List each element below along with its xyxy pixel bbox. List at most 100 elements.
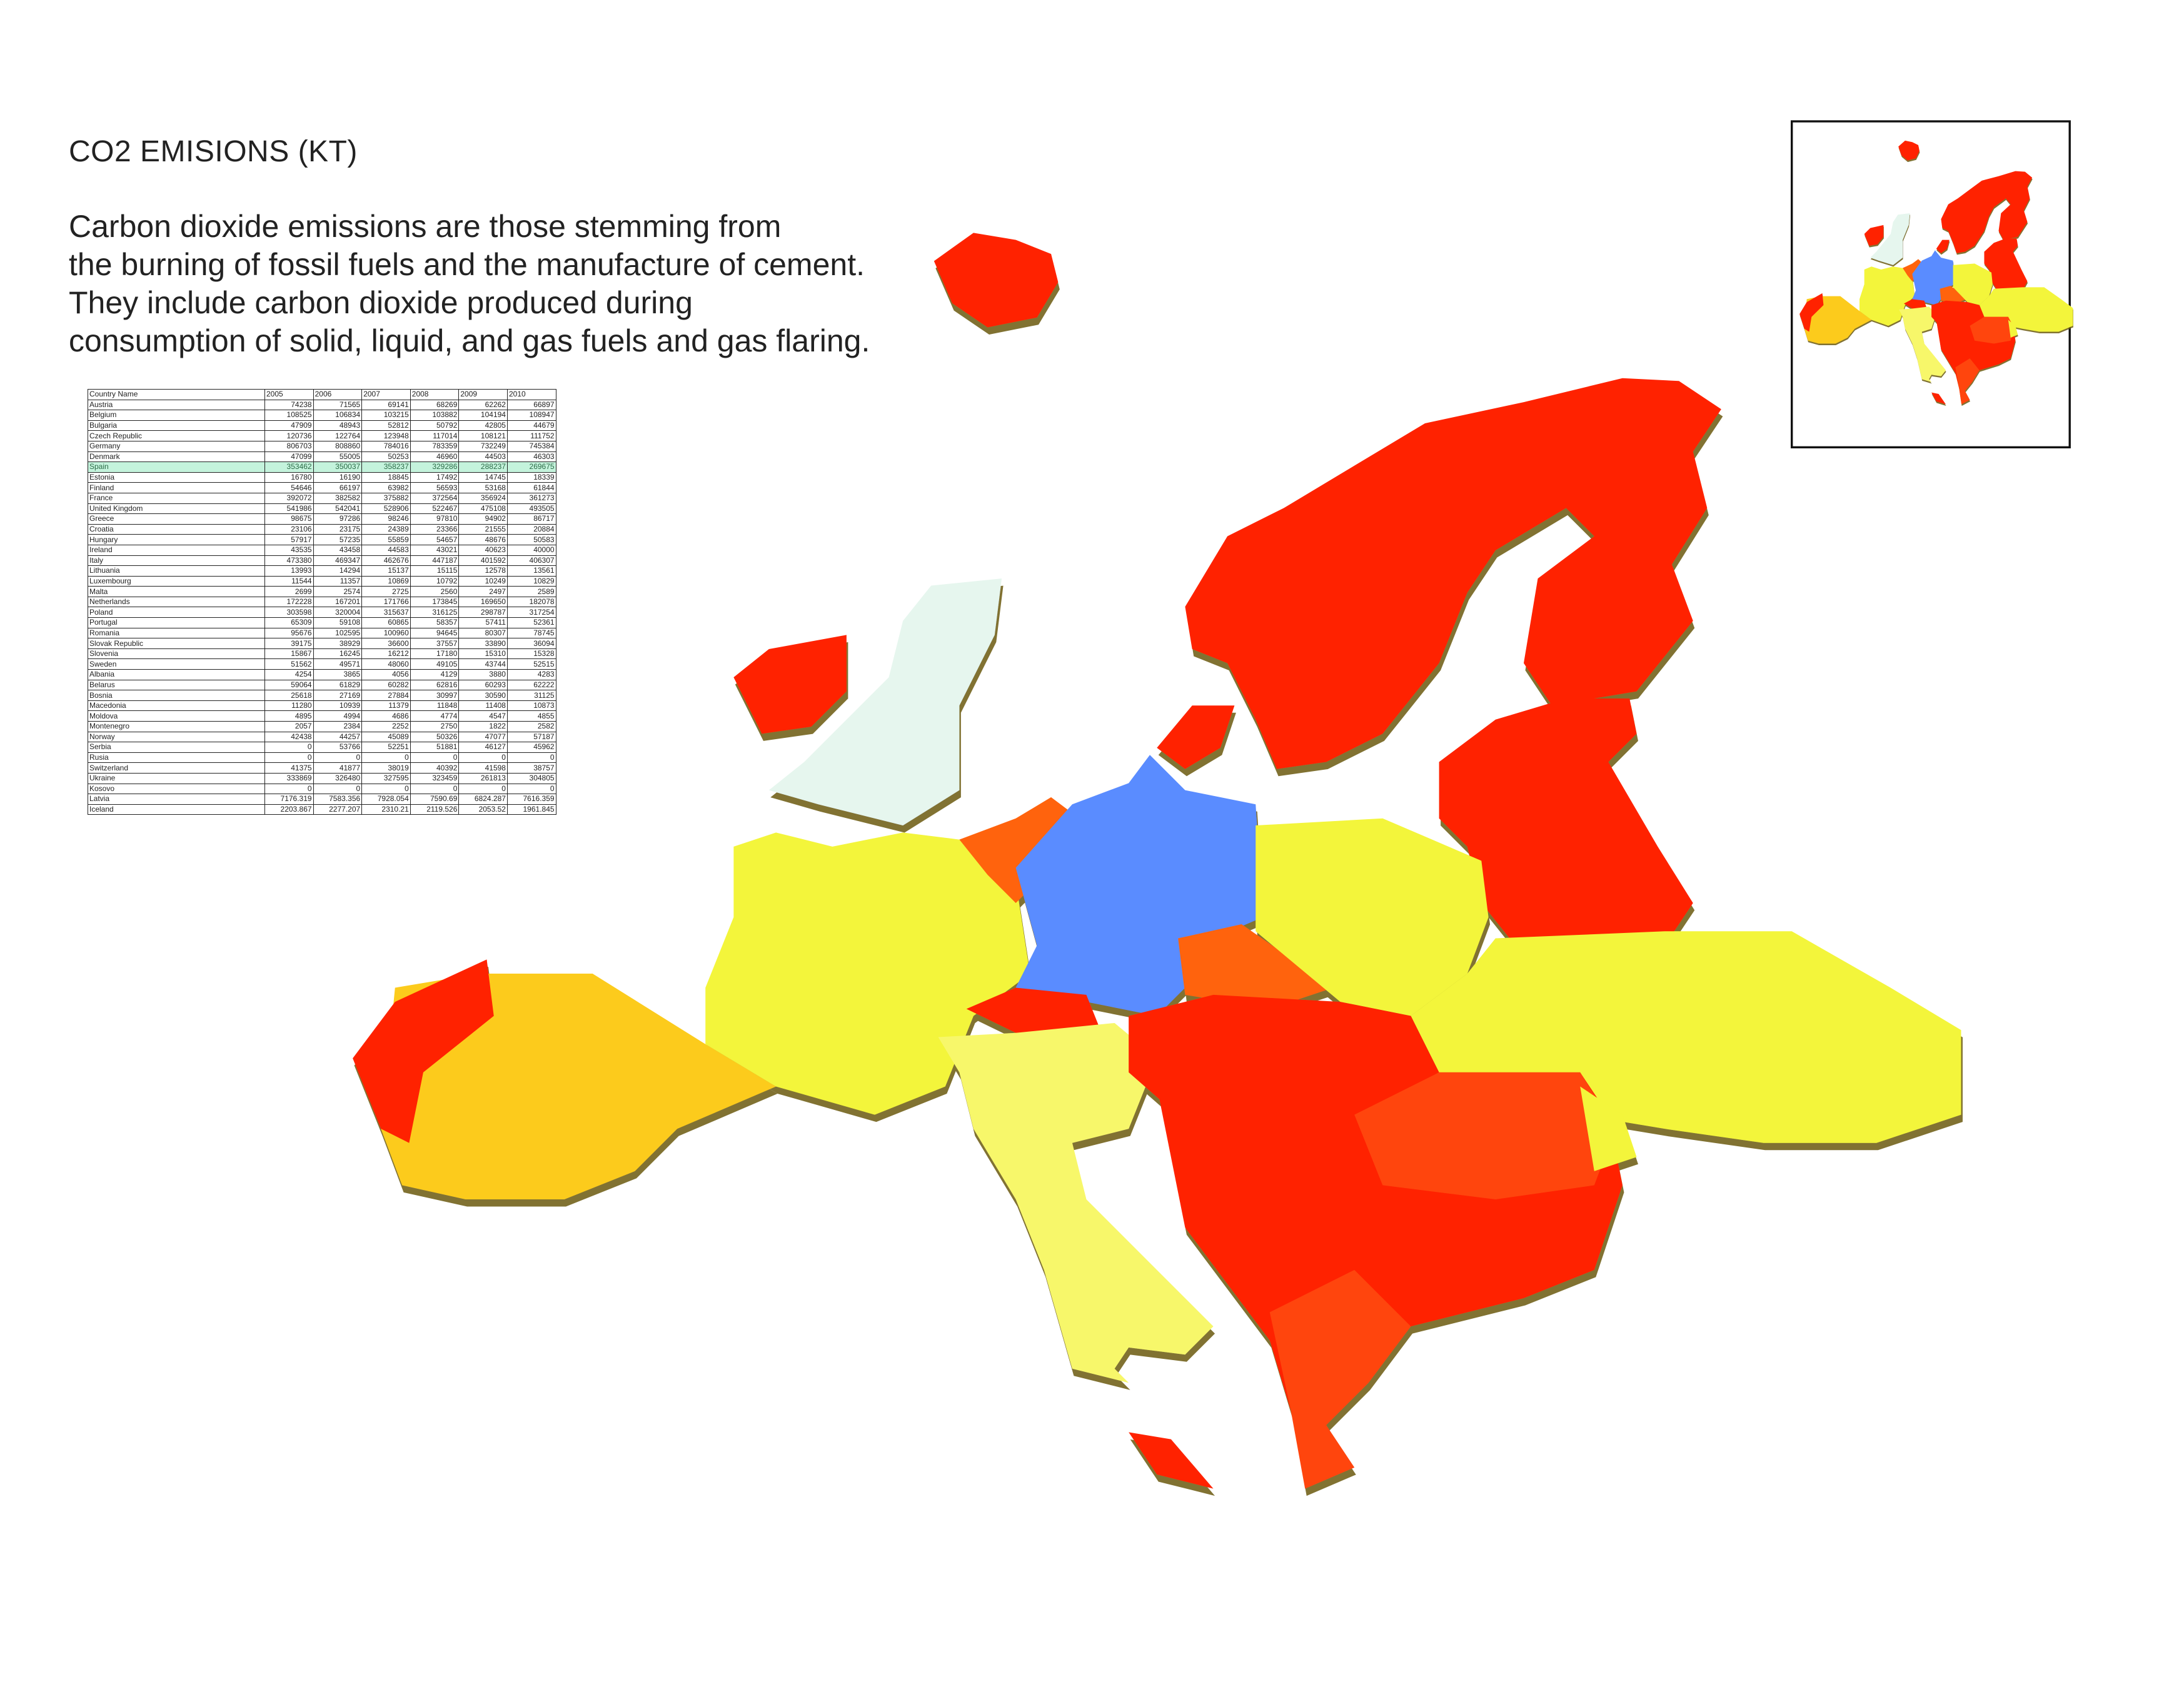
table-row: Macedonia 11280 10939 11379 11848 11408 10873 bbox=[88, 700, 556, 712]
emission-value-cell: 108947 bbox=[506, 410, 556, 421]
emission-value-cell: 56593 bbox=[410, 482, 460, 493]
emission-value-cell: 69141 bbox=[361, 399, 411, 411]
country-moldova[interactable] bbox=[1580, 1086, 1637, 1171]
emission-value-cell: 49105 bbox=[410, 658, 460, 670]
description-line: Carbon dioxide emissions are those stemm… bbox=[69, 209, 782, 244]
country-name-cell: Czech Republic bbox=[88, 430, 265, 441]
emission-value-cell: 542041 bbox=[313, 503, 363, 515]
emission-value-cell: 329286 bbox=[410, 461, 460, 473]
emission-value-cell: 36600 bbox=[361, 638, 411, 649]
emission-value-cell: 4254 bbox=[264, 669, 314, 680]
emission-value-cell: 333869 bbox=[264, 772, 314, 784]
emission-value-cell: 123948 bbox=[361, 430, 411, 441]
emission-value-cell: 2384 bbox=[313, 721, 363, 732]
emission-value-cell: 68269 bbox=[410, 399, 460, 411]
country-name-cell: Switzerland bbox=[88, 762, 265, 774]
country-greece[interactable] bbox=[1269, 1269, 1411, 1489]
emission-value-cell: 7590.69 bbox=[410, 794, 460, 805]
page-title: CO2 EMISIONS (KT) bbox=[69, 135, 358, 168]
country-poland[interactable] bbox=[1256, 818, 1489, 1016]
country-italy[interactable] bbox=[938, 1022, 1214, 1383]
country-iceland[interactable] bbox=[933, 233, 1059, 328]
emission-value-cell: 2203.867 bbox=[264, 804, 314, 815]
emission-value-cell: 51881 bbox=[410, 742, 460, 753]
country-portugal[interactable] bbox=[353, 959, 494, 1143]
country-austria-hungary-slovakia[interactable] bbox=[1129, 994, 1439, 1129]
table-row: Moldova 4895 4994 4686 4774 4547 4855 bbox=[88, 710, 556, 722]
emission-value-cell: 52361 bbox=[506, 617, 556, 628]
emission-value-cell: 15310 bbox=[458, 648, 508, 660]
emission-value-cell: 11280 bbox=[264, 700, 314, 712]
country-czech-republic[interactable] bbox=[1178, 924, 1334, 1009]
country-spain[interactable] bbox=[381, 973, 777, 1199]
emission-value-cell: 47099 bbox=[264, 451, 314, 463]
emission-value-cell: 315637 bbox=[361, 607, 411, 618]
emission-value-cell: 4855 bbox=[506, 710, 556, 722]
emission-value-cell: 54657 bbox=[410, 534, 460, 545]
emission-value-cell: 2582 bbox=[506, 721, 556, 732]
description-line: consumption of solid, liquid, and gas fu… bbox=[69, 323, 870, 358]
emission-value-cell: 55005 bbox=[313, 451, 363, 463]
emission-value-cell: 59064 bbox=[264, 679, 314, 691]
emission-value-cell: 59108 bbox=[313, 617, 363, 628]
country-denmark[interactable] bbox=[1157, 705, 1235, 769]
emission-value-cell: 784016 bbox=[361, 440, 411, 452]
table-row: Lithuania 13993 14294 15137 15115 12578 13561 bbox=[88, 565, 556, 577]
emission-value-cell: 7583.356 bbox=[313, 794, 363, 805]
emission-value-cell: 39175 bbox=[264, 638, 314, 649]
country-scandinavia[interactable] bbox=[1185, 378, 1721, 769]
emission-value-cell: 50326 bbox=[410, 731, 460, 743]
header-year: 2007 bbox=[361, 389, 411, 400]
table-row: Greece 98675 97286 98246 97810 94902 86717 bbox=[88, 513, 556, 525]
table-row: Netherlands 172228 167201 171766 173845 16965… bbox=[88, 596, 556, 608]
emission-value-cell: 86717 bbox=[506, 513, 556, 525]
table-row: Norway 42438 44257 45089 50326 47077 57187 bbox=[88, 731, 556, 743]
emission-value-cell: 23106 bbox=[264, 523, 314, 535]
emission-value-cell: 74238 bbox=[264, 399, 314, 411]
emission-value-cell: 36094 bbox=[506, 638, 556, 649]
header-year: 2008 bbox=[410, 389, 460, 400]
table-row: Romania 95676 102595 100960 94645 80307 78745 bbox=[88, 627, 556, 639]
country-name-cell: Bosnia bbox=[88, 690, 265, 701]
emission-value-cell: 304805 bbox=[506, 772, 556, 784]
country-baltics-belarus[interactable] bbox=[1439, 698, 1693, 945]
emission-value-cell: 98675 bbox=[264, 513, 314, 525]
emission-value-cell: 350037 bbox=[313, 461, 363, 473]
emission-value-cell: 7616.359 bbox=[506, 794, 556, 805]
emission-value-cell: 167201 bbox=[313, 596, 363, 608]
country-switzerland[interactable] bbox=[966, 987, 1101, 1033]
country-name-cell: Albania bbox=[88, 669, 265, 680]
table-row: Italy 473380 469347 462676 447187 401592 40630… bbox=[88, 555, 556, 567]
table-row: Spain 353462 350037 358237 329286 288237 26967… bbox=[88, 461, 556, 473]
country-united-kingdom[interactable] bbox=[768, 578, 1002, 826]
country-benelux[interactable] bbox=[959, 797, 1080, 904]
emission-value-cell: 120736 bbox=[264, 430, 314, 441]
emission-value-cell: 528906 bbox=[361, 503, 411, 515]
emission-value-cell: 288237 bbox=[458, 461, 508, 473]
country-sicily[interactable] bbox=[1129, 1432, 1214, 1489]
emission-value-cell: 4547 bbox=[458, 710, 508, 722]
country-ireland[interactable] bbox=[733, 635, 847, 734]
emission-value-cell: 4774 bbox=[410, 710, 460, 722]
emission-value-cell: 808860 bbox=[313, 440, 363, 452]
emission-value-cell: 522467 bbox=[410, 503, 460, 515]
table-row: Bosnia 25618 27169 27884 30997 30590 31125 bbox=[88, 690, 556, 701]
emission-value-cell: 14294 bbox=[313, 565, 363, 577]
emission-value-cell: 38757 bbox=[506, 762, 556, 774]
country-romania[interactable] bbox=[1354, 1072, 1616, 1199]
emission-value-cell: 2497 bbox=[458, 586, 508, 597]
description-line: the burning of fossil fuels and the manu… bbox=[69, 247, 865, 282]
header-year: 2010 bbox=[506, 389, 556, 400]
emission-value-cell: 45089 bbox=[361, 731, 411, 743]
emission-value-cell: 2252 bbox=[361, 721, 411, 732]
description: Carbon dioxide emissions are those stemm… bbox=[69, 208, 870, 360]
emission-value-cell: 18845 bbox=[361, 471, 411, 483]
emission-value-cell: 18339 bbox=[506, 471, 556, 483]
emission-value-cell: 111752 bbox=[506, 430, 556, 441]
emission-value-cell: 16190 bbox=[313, 471, 363, 483]
table-row: Serbia 0 53766 52251 51881 46127 45962 bbox=[88, 742, 556, 753]
table-row: Latvia 7176.319 7583.356 7928.054 7590.69 682… bbox=[88, 794, 556, 805]
country-name-cell: Greece bbox=[88, 513, 265, 525]
emission-value-cell: 269675 bbox=[506, 461, 556, 473]
